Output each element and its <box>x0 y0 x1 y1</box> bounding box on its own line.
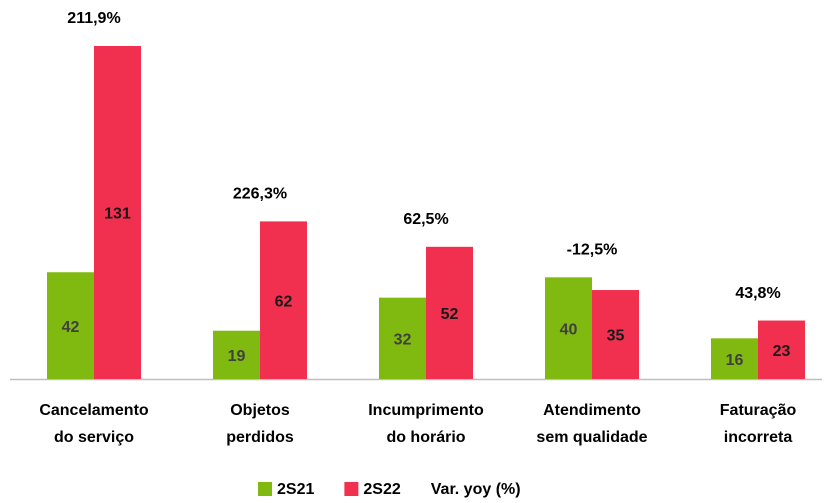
bar-value-label: 32 <box>394 332 412 349</box>
yoy-label: 211,9% <box>67 10 120 27</box>
x-tick-label: Objetos <box>230 402 290 419</box>
yoy-label: 226,3% <box>233 186 287 203</box>
bar-value-label: 62 <box>275 293 293 310</box>
bar-value-label: 131 <box>104 206 131 223</box>
x-tick-label: Incumprimento <box>368 402 484 419</box>
x-tick-label: Cancelamento <box>39 402 149 419</box>
legend-label: 2S21 <box>277 481 314 498</box>
bar <box>545 277 592 379</box>
bar <box>260 221 307 379</box>
x-tick-label: Atendimento <box>543 402 641 419</box>
bar <box>758 320 805 379</box>
bar-value-label: 35 <box>607 328 625 345</box>
yoy-label: 62,5% <box>403 211 448 228</box>
bar-value-label: 42 <box>62 319 80 336</box>
bar <box>379 297 426 379</box>
bar <box>213 330 260 379</box>
x-tick-label: do serviço <box>54 429 134 446</box>
bar-value-label: 40 <box>560 321 578 338</box>
bar <box>94 46 141 379</box>
bar-value-label: 16 <box>726 352 744 369</box>
bar <box>426 246 473 379</box>
bar-value-label: 23 <box>773 343 791 360</box>
legend-label: 2S22 <box>363 481 400 498</box>
legend-swatch <box>344 482 359 496</box>
bar-value-label: 52 <box>441 306 459 323</box>
x-tick-label: incorreta <box>724 429 793 446</box>
legend-label: Var. yoy (%) <box>431 481 521 498</box>
bar <box>47 272 94 379</box>
bar <box>711 338 758 379</box>
x-tick-label: do horário <box>386 429 465 446</box>
bar-value-label: 19 <box>228 348 246 365</box>
x-tick-label: perdidos <box>226 429 294 446</box>
yoy-label: -12,5% <box>567 242 618 259</box>
legend-swatch <box>258 482 272 496</box>
yoy-label: 43,8% <box>735 285 780 302</box>
x-tick-label: Faturação <box>720 402 797 419</box>
bar <box>592 290 639 379</box>
x-tick-label: sem qualidade <box>536 429 647 446</box>
